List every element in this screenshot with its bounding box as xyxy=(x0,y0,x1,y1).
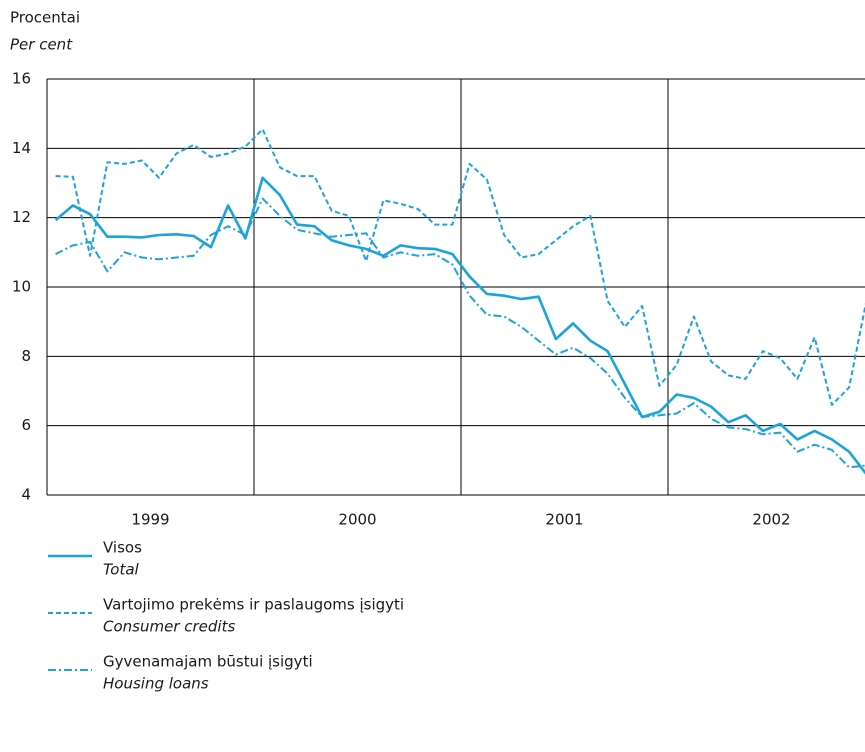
x-tick-label: 2001 xyxy=(545,511,583,529)
legend-label-en: Consumer credits xyxy=(103,618,235,636)
legend-label: Gyvenamajam būstui įsigyti xyxy=(103,653,313,671)
y-tick-label: 10 xyxy=(12,278,31,296)
y-tick-label: 12 xyxy=(12,208,31,226)
plot-area xyxy=(54,128,865,475)
legend-label-en: Total xyxy=(103,561,140,579)
series-line xyxy=(55,128,865,406)
series-line xyxy=(54,176,865,475)
x-tick-label: 1999 xyxy=(131,511,169,529)
y-tick-label: 14 xyxy=(12,139,31,157)
y-tick-label: 6 xyxy=(21,416,31,434)
x-tick-label: 2002 xyxy=(752,511,790,529)
y-tick-label: 8 xyxy=(21,347,31,365)
series-line xyxy=(55,197,865,469)
legend-label: Vartojimo prekėms ir paslaugoms įsigyti xyxy=(103,596,404,614)
x-tick-label: 2000 xyxy=(338,511,376,529)
y-axis-label-en: Per cent xyxy=(10,36,73,54)
y-tick-label: 16 xyxy=(12,70,31,88)
legend-label: Visos xyxy=(103,539,142,557)
y-axis-label: Procentai xyxy=(10,9,80,27)
y-tick-label: 4 xyxy=(21,486,31,504)
legend-label-en: Housing loans xyxy=(103,675,209,693)
